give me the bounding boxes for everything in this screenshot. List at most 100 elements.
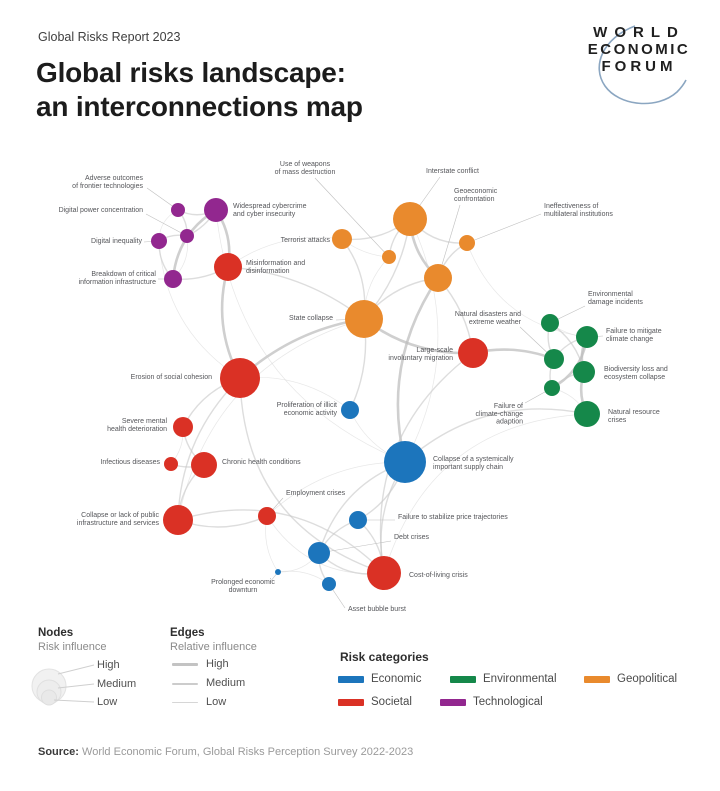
edges-legend-subtitle: Relative influence bbox=[170, 641, 257, 653]
label-cybercrime: Widespread cybercrime and cyber insecurit… bbox=[233, 203, 307, 218]
label-nat_disasters: Natural disasters and extreme weather bbox=[455, 311, 522, 326]
label-geoeconomic: Geoeconomic confrontation bbox=[454, 188, 498, 203]
wef-logo-word-1: WORLD bbox=[593, 24, 685, 41]
edge-weight-high-icon bbox=[172, 663, 198, 666]
node-price bbox=[349, 511, 367, 529]
label-migration: Large-scale involuntary migration bbox=[388, 347, 453, 362]
source-line: Source: World Economic Forum, Global Ris… bbox=[38, 746, 413, 758]
report-kicker: Global Risks Report 2023 bbox=[38, 30, 181, 44]
node-dig_inequality bbox=[151, 233, 167, 249]
node-breakdown bbox=[164, 270, 182, 288]
nodes-legend-low: Low bbox=[97, 696, 118, 708]
edge-dig_inequality-erosion bbox=[158, 240, 241, 379]
label-chronic: Chronic health conditions bbox=[222, 459, 301, 466]
node-misinfo bbox=[214, 253, 242, 281]
node-dig_power bbox=[180, 229, 194, 243]
node-labels: Adverse outcomes of frontier technologies… bbox=[59, 161, 668, 613]
label-debt: Debt crises bbox=[394, 534, 430, 541]
node-adaption bbox=[544, 380, 560, 396]
node-nat_disasters bbox=[544, 349, 564, 369]
node-geoeconomic bbox=[424, 264, 452, 292]
node-supply_chain bbox=[384, 441, 426, 483]
node-migration bbox=[458, 338, 488, 368]
node-mitigate bbox=[576, 326, 598, 348]
edge-nat_resource-col bbox=[383, 413, 588, 574]
edge-weight-medium-icon bbox=[172, 683, 198, 685]
label-nat_resource: Natural resource crises bbox=[608, 409, 660, 424]
nodes-legend-subtitle: Risk influence bbox=[38, 641, 107, 653]
economic-swatch-icon bbox=[338, 676, 364, 683]
societal-swatch-icon bbox=[338, 699, 364, 706]
node-prolonged bbox=[275, 569, 281, 575]
risk-categories-title: Risk categories bbox=[340, 650, 429, 664]
leader-weapons bbox=[314, 177, 390, 258]
edges-legend-low: Low bbox=[206, 696, 227, 708]
node-weapons bbox=[382, 250, 396, 264]
edge-state_collapse-erosion bbox=[238, 317, 366, 380]
node-size-legend-icon bbox=[31, 664, 95, 706]
node-cybercrime bbox=[204, 198, 228, 222]
label-asset: Asset bubble burst bbox=[348, 606, 406, 613]
label-weapons: Use of weapons of mass destruction bbox=[275, 161, 336, 176]
edge-nat_resource-supply_chain bbox=[404, 408, 588, 463]
label-price: Failure to stabilize price trajectories bbox=[398, 514, 508, 521]
leader-debt bbox=[318, 540, 392, 554]
label-dig_inequality: Digital inequality bbox=[91, 238, 142, 245]
category-label-technological: Technological bbox=[473, 696, 543, 708]
label-adverse: Adverse outcomes of frontier technologies bbox=[72, 175, 143, 190]
category-label-geopolitical: Geopolitical bbox=[617, 673, 678, 685]
node-asset bbox=[322, 577, 336, 591]
edges-legend-title: Edges bbox=[170, 627, 205, 639]
node-proliferation bbox=[341, 401, 359, 419]
node-public_infra bbox=[163, 505, 193, 535]
node-chronic bbox=[191, 452, 217, 478]
label-breakdown: Breakdown of critical information infrast… bbox=[79, 271, 157, 286]
source-prefix: Source: bbox=[38, 746, 79, 758]
label-erosion: Erosion of social cohesion bbox=[131, 374, 212, 381]
edge-erosion-public_infra bbox=[177, 377, 241, 521]
node-ineffectiveness bbox=[459, 235, 475, 251]
leader-ineffectiveness bbox=[466, 213, 542, 244]
node-interstate bbox=[393, 202, 427, 236]
category-label-economic: Economic bbox=[371, 673, 422, 685]
page-title: Global risks landscape: an interconnecti… bbox=[36, 56, 363, 124]
page-title-line1: Global risks landscape: bbox=[36, 57, 346, 88]
node-erosion bbox=[220, 358, 260, 398]
edge-weight-low-icon bbox=[172, 702, 198, 703]
label-col: Cost-of-living crisis bbox=[409, 572, 468, 579]
node-env_damage bbox=[541, 314, 559, 332]
label-env_damage: Environmental damage incidents bbox=[588, 291, 643, 306]
node-employment bbox=[258, 507, 276, 525]
node-infectious bbox=[164, 457, 178, 471]
edge-interstate-supply_chain bbox=[404, 218, 439, 463]
edge-erosion-col bbox=[239, 377, 385, 574]
label-state_collapse: State collapse bbox=[289, 315, 333, 322]
category-label-societal: Societal bbox=[371, 696, 412, 708]
label-public_infra: Collapse or lack of public infrastructure… bbox=[77, 512, 160, 527]
label-employment: Employment crises bbox=[286, 490, 346, 497]
label-terrorist: Terrorist attacks bbox=[281, 237, 331, 244]
page-title-line2: an interconnections map bbox=[36, 91, 363, 122]
label-infectious: Infectious diseases bbox=[100, 459, 160, 466]
label-mental: Severe mental health deterioration bbox=[107, 418, 167, 433]
label-proliferation: Proliferation of illicit economic activit… bbox=[277, 402, 338, 417]
label-dig_power: Digital power concentration bbox=[59, 207, 144, 214]
edge-asset-prolonged bbox=[277, 570, 330, 585]
source-text: World Economic Forum, Global Risks Perce… bbox=[78, 746, 414, 758]
node-terrorist bbox=[332, 229, 352, 249]
node-state_collapse bbox=[345, 300, 383, 338]
edge-cybercrime-breakdown bbox=[171, 208, 218, 281]
wef-logo: WORLD ECONOMIC FORUM bbox=[565, 24, 713, 105]
label-biodiversity: Biodiversity loss and ecosystem collapse bbox=[604, 366, 668, 381]
label-ineffectiveness: Ineffectiveness of multilateral instituti… bbox=[544, 203, 613, 218]
wef-logo-word-3: FORUM bbox=[601, 58, 677, 75]
edges-legend-high: High bbox=[206, 658, 229, 670]
label-adaption: Failure of climate-change adaption bbox=[476, 403, 524, 426]
nodes-legend-medium: Medium bbox=[97, 678, 137, 690]
category-label-environmental: Environmental bbox=[483, 673, 557, 685]
label-prolonged: Prolonged economic downturn bbox=[211, 579, 275, 594]
node-col bbox=[367, 556, 401, 590]
edge-ineffectiveness-mitigate bbox=[466, 242, 588, 338]
